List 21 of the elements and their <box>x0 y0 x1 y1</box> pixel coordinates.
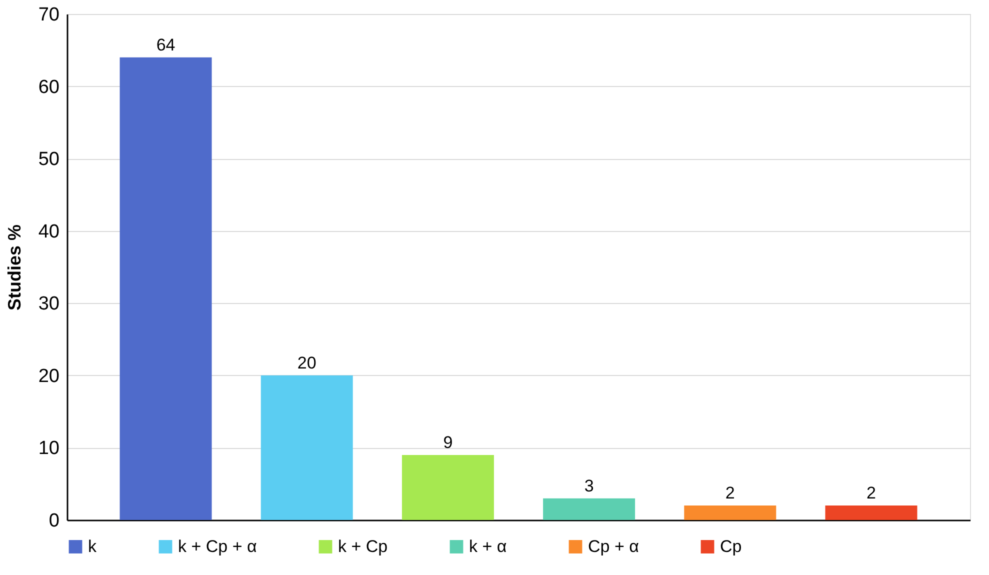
legend-label: k + Cp + α <box>178 536 257 556</box>
legend-label: k + α <box>469 536 507 556</box>
legend-label: Cp + α <box>588 536 640 556</box>
y-tick-label: 70 <box>38 4 60 26</box>
y-tick-label: 50 <box>38 149 60 170</box>
legend-label: Cp <box>720 536 742 556</box>
y-tick-label: 40 <box>38 221 60 242</box>
y-tick-label: 30 <box>38 294 60 315</box>
y-tick-label: 0 <box>48 510 60 532</box>
legend-label: k + Cp <box>338 536 388 556</box>
y-tick-label: 20 <box>38 366 60 387</box>
data-label: 64 <box>156 35 176 54</box>
data-label: 2 <box>725 484 735 503</box>
y-tick-label: 60 <box>38 76 60 98</box>
data-label: 20 <box>297 353 316 372</box>
data-label: 2 <box>866 484 876 503</box>
y-tick-label: 10 <box>38 438 60 460</box>
legend-label: k <box>88 536 97 556</box>
data-label: 3 <box>584 476 594 496</box>
y-axis-title: Studies % <box>4 224 24 311</box>
data-label: 9 <box>443 432 453 452</box>
